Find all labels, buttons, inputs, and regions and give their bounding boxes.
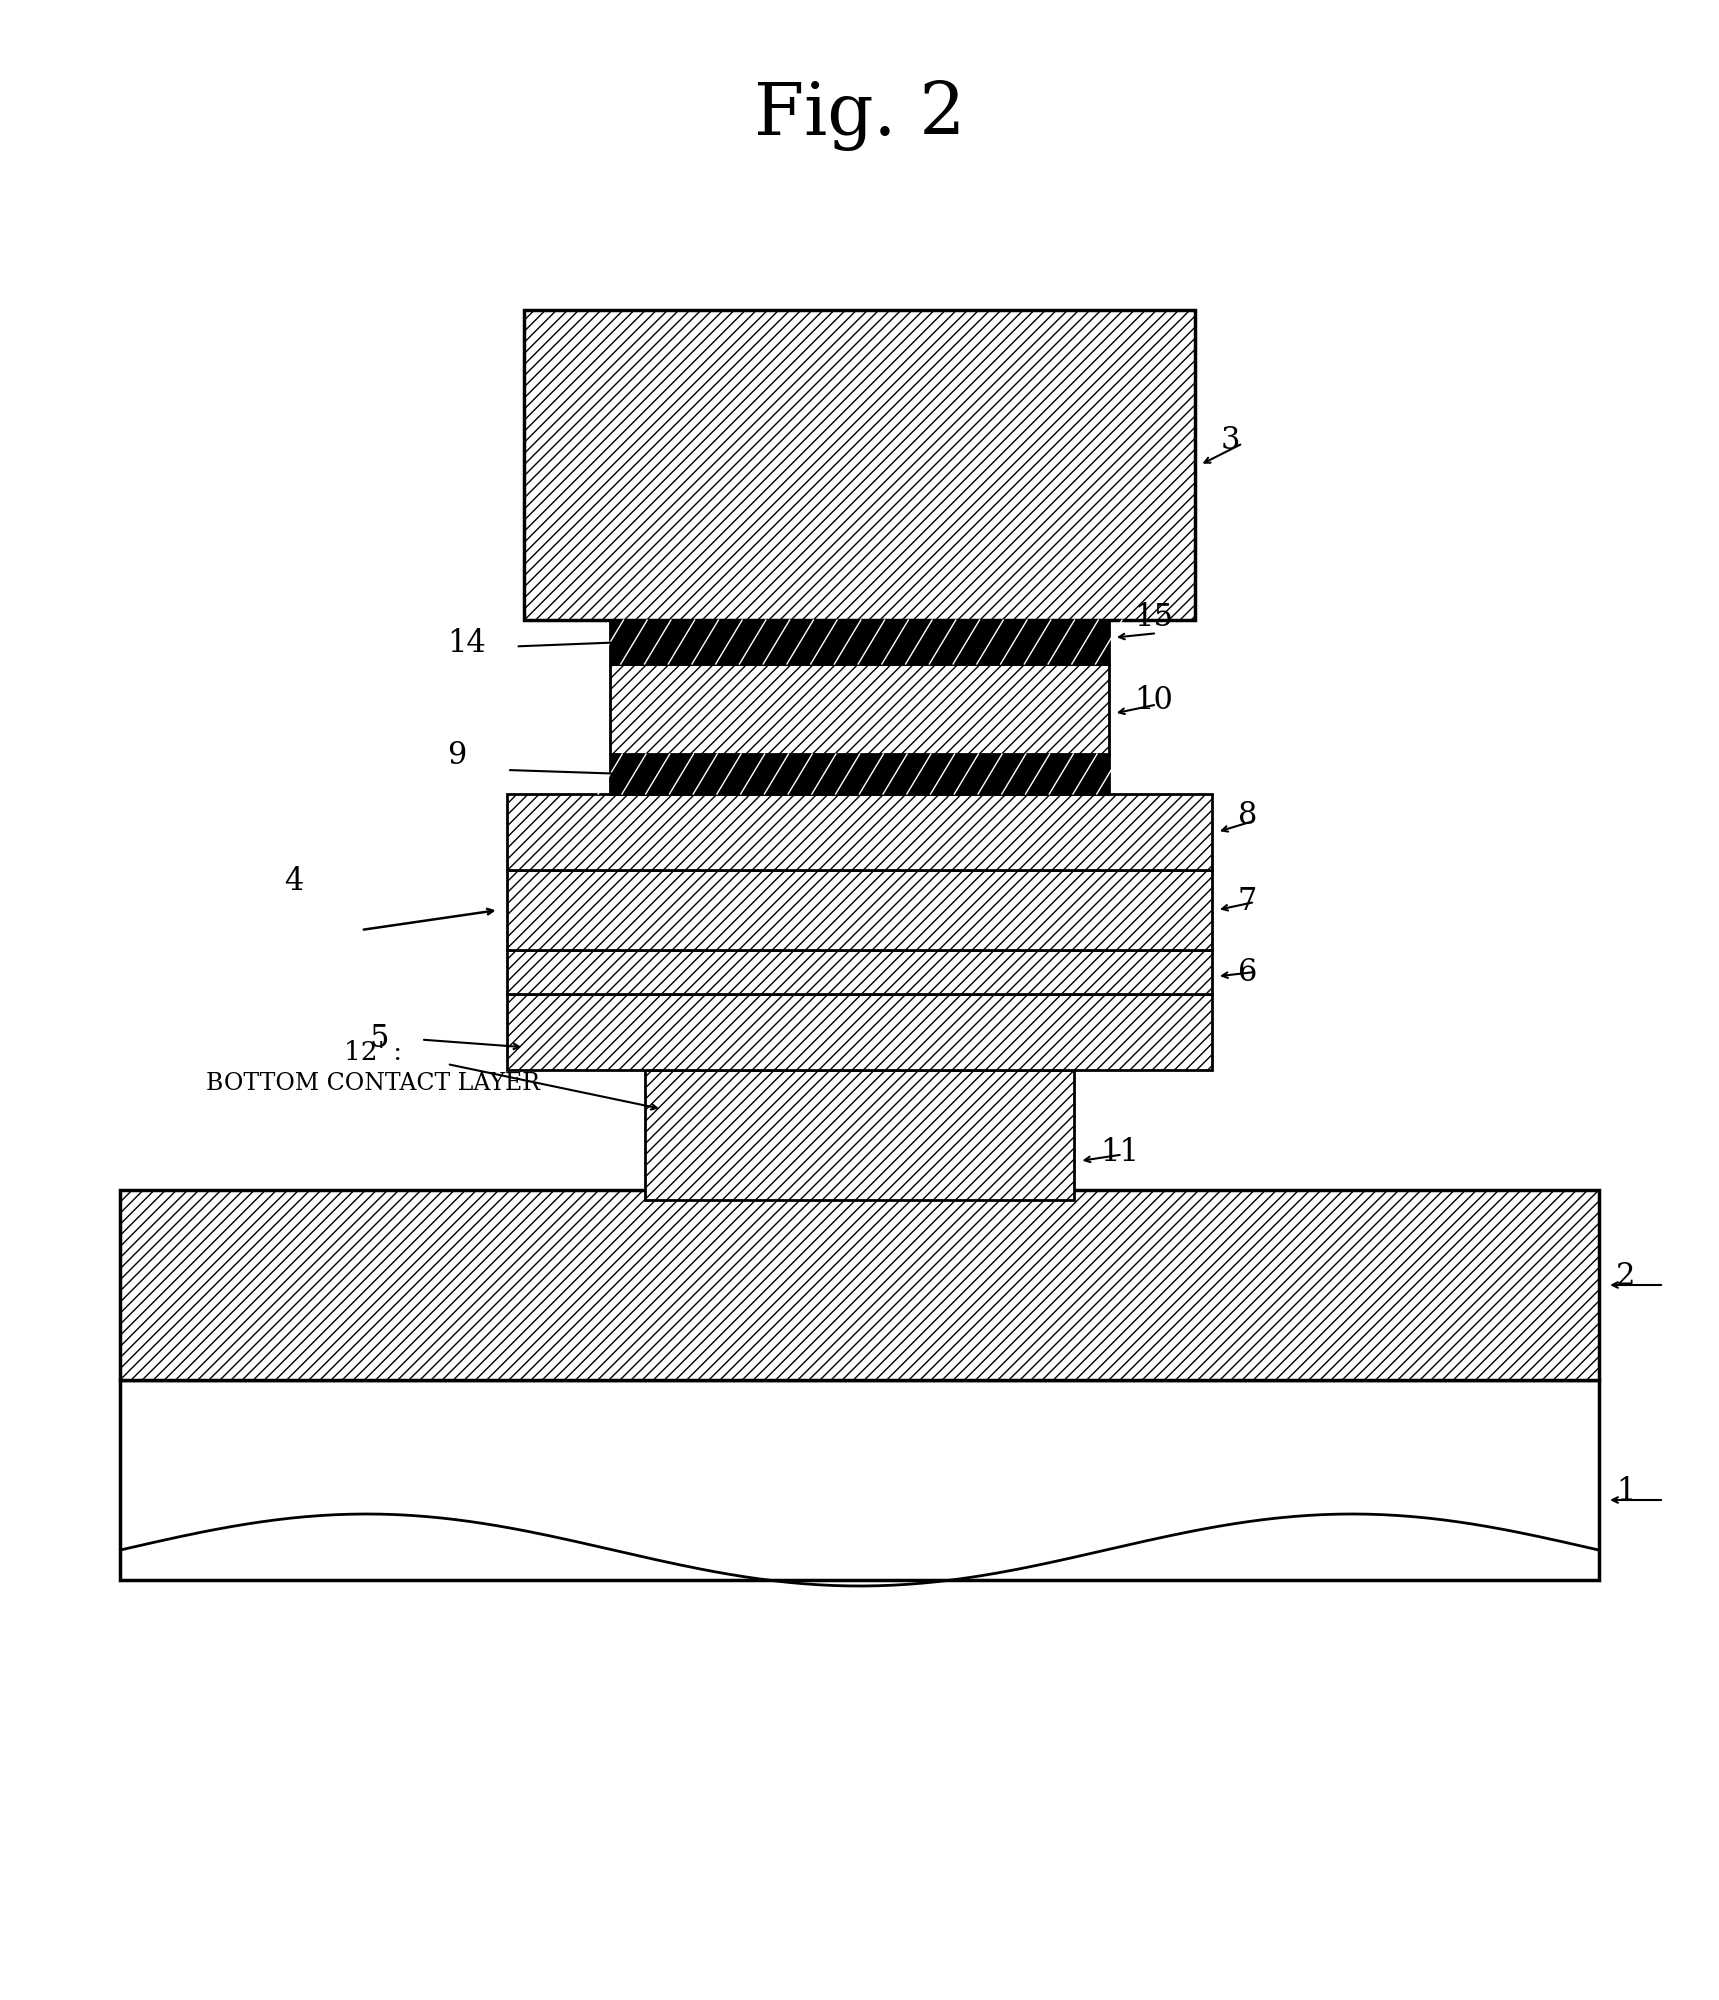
Text: 6: 6 bbox=[1238, 956, 1257, 988]
Text: 14: 14 bbox=[447, 628, 486, 658]
Bar bbox=[507, 950, 1212, 994]
Bar bbox=[524, 310, 1195, 620]
Bar bbox=[610, 620, 1109, 664]
Text: 15: 15 bbox=[1135, 602, 1174, 632]
Bar bbox=[507, 870, 1212, 950]
Text: 8: 8 bbox=[1238, 800, 1257, 832]
Bar bbox=[507, 994, 1212, 1070]
Text: 5: 5 bbox=[370, 1024, 388, 1054]
Bar bbox=[120, 1190, 1599, 1380]
Text: 9: 9 bbox=[447, 740, 466, 770]
Text: 7: 7 bbox=[1238, 886, 1257, 916]
Text: 12' :: 12' : bbox=[344, 1040, 402, 1064]
Text: 1: 1 bbox=[1616, 1476, 1635, 1508]
Text: BOTTOM CONTACT LAYER: BOTTOM CONTACT LAYER bbox=[206, 1072, 540, 1096]
Text: Fig. 2: Fig. 2 bbox=[755, 80, 964, 152]
Text: 2: 2 bbox=[1616, 1262, 1635, 1292]
Bar bbox=[120, 1380, 1599, 1580]
Bar bbox=[507, 794, 1212, 870]
Text: 10: 10 bbox=[1135, 684, 1174, 716]
Bar bbox=[610, 754, 1109, 794]
Text: 11: 11 bbox=[1100, 1136, 1140, 1168]
Bar bbox=[610, 664, 1109, 754]
Text: 4: 4 bbox=[284, 866, 303, 896]
Text: 3: 3 bbox=[1220, 426, 1239, 456]
Bar bbox=[645, 1070, 1074, 1200]
